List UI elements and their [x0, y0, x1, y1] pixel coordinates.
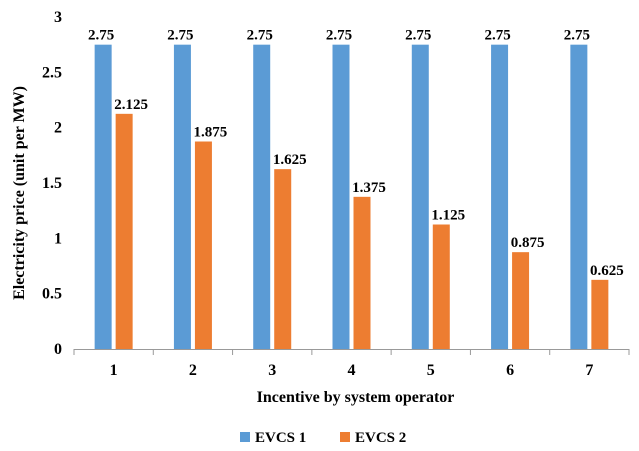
data-label: 2.75	[247, 28, 273, 44]
y-axis-ticks: 0 0.5 1 1.5 2 2.5 3	[42, 9, 62, 358]
data-label: 2.75	[167, 28, 193, 44]
bar-evcs-1-7	[570, 44, 588, 350]
bar-evcs-2-1	[115, 113, 133, 349]
legend: EVCS 1 EVCS 2	[240, 430, 406, 446]
bar-evcs-2-7	[591, 279, 609, 349]
y-tick-label: 0	[54, 341, 62, 358]
data-label: 1.125	[431, 208, 465, 224]
data-labels: 2.75 2.125 2.75 1.875 2.75 1.625 2.75 1.375 2.75…	[88, 28, 624, 279]
data-label: 2.125	[114, 97, 148, 113]
data-label: 2.75	[484, 28, 510, 44]
bar-evcs-1-1	[94, 44, 112, 350]
legend-label: EVCS 2	[355, 430, 406, 446]
bar-evcs-1-5	[411, 44, 429, 350]
y-tick-label: 0.5	[42, 286, 62, 303]
bar-evcs-2-3	[274, 169, 292, 349]
data-label: 1.875	[194, 125, 228, 141]
bar-evcs-2-5	[432, 224, 450, 349]
legend-swatch	[240, 432, 250, 442]
x-tick-label: 6	[506, 362, 514, 379]
x-tick-label: 4	[348, 362, 356, 379]
bar-evcs-1-4	[332, 44, 350, 350]
bar-evcs-2-4	[353, 196, 371, 349]
data-label: 2.75	[564, 28, 590, 44]
y-tick-label: 3	[54, 9, 62, 26]
y-axis-title: Electricity price (unit per MW)	[11, 86, 28, 300]
x-tick-label: 1	[110, 362, 118, 379]
data-label: 1.375	[352, 180, 386, 196]
bar-evcs-2-6	[512, 252, 530, 349]
data-label: 2.75	[88, 28, 114, 44]
y-tick-label: 2.5	[42, 64, 62, 81]
data-label: 2.75	[405, 28, 431, 44]
legend-swatch	[340, 432, 350, 442]
data-label: 1.625	[273, 152, 307, 168]
bar-evcs-1-6	[491, 44, 509, 350]
x-axis-ticks: 1 2 3 4 5 6 7	[73, 349, 630, 379]
y-tick-label: 1	[54, 230, 62, 247]
x-tick-label: 5	[427, 362, 435, 379]
y-tick-label: 2	[54, 120, 62, 137]
x-tick-label: 7	[585, 362, 593, 379]
x-tick-label: 2	[189, 362, 197, 379]
x-axis-title: Incentive by system operator	[257, 389, 455, 406]
data-label: 2.75	[326, 28, 352, 44]
bars	[94, 44, 609, 350]
data-label: 0.875	[511, 235, 545, 251]
y-tick-label: 1.5	[42, 175, 62, 192]
data-label: 0.625	[590, 263, 624, 279]
bar-evcs-2-2	[194, 141, 212, 349]
bar-evcs-1-2	[173, 44, 191, 350]
bar-evcs-1-3	[253, 44, 271, 350]
legend-label: EVCS 1	[255, 430, 306, 446]
x-tick-label: 3	[268, 362, 276, 379]
